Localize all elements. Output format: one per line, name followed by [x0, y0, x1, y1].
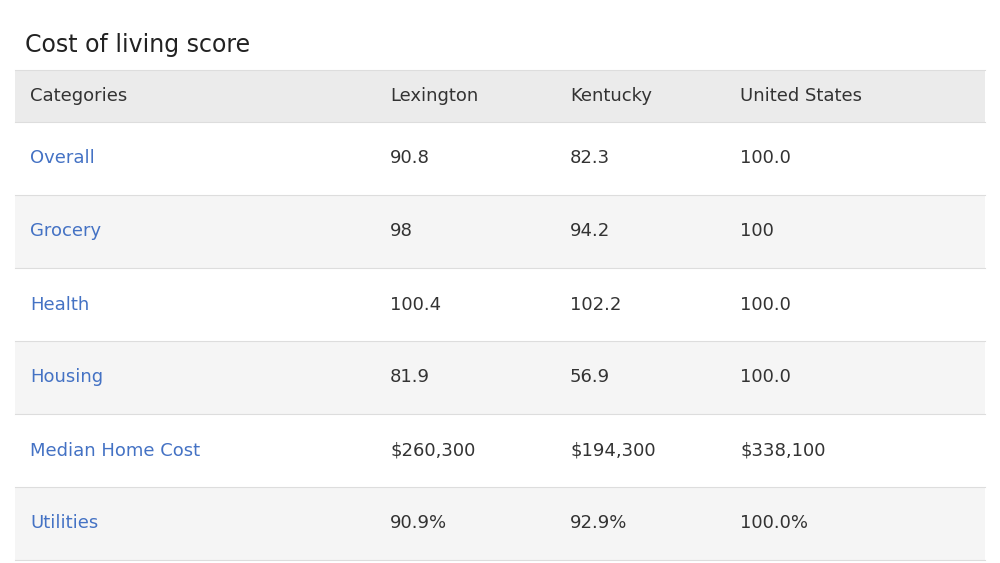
Text: 100.0%: 100.0% — [740, 515, 808, 533]
Text: Housing: Housing — [30, 369, 103, 387]
Text: 100: 100 — [740, 222, 774, 240]
Text: 100.0: 100.0 — [740, 369, 791, 387]
Text: Cost of living score: Cost of living score — [25, 33, 250, 57]
Text: 56.9: 56.9 — [570, 369, 610, 387]
Text: Utilities: Utilities — [30, 515, 98, 533]
Text: 90.8: 90.8 — [390, 150, 430, 168]
Text: $338,100: $338,100 — [740, 441, 826, 459]
Text: United States: United States — [740, 87, 862, 105]
Text: Grocery: Grocery — [30, 222, 101, 240]
Text: Categories: Categories — [30, 87, 127, 105]
Text: Kentucky: Kentucky — [570, 87, 652, 105]
Text: $194,300: $194,300 — [570, 441, 656, 459]
Text: Median Home Cost: Median Home Cost — [30, 441, 200, 459]
Text: 94.2: 94.2 — [570, 222, 610, 240]
Text: 81.9: 81.9 — [390, 369, 430, 387]
Text: $260,300: $260,300 — [390, 441, 475, 459]
Text: 102.2: 102.2 — [570, 296, 621, 314]
Text: Lexington: Lexington — [390, 87, 478, 105]
Text: Overall: Overall — [30, 150, 95, 168]
Text: 90.9%: 90.9% — [390, 515, 447, 533]
Text: 100.0: 100.0 — [740, 296, 791, 314]
Text: 92.9%: 92.9% — [570, 515, 627, 533]
Text: 100.0: 100.0 — [740, 150, 791, 168]
Text: 100.4: 100.4 — [390, 296, 441, 314]
Text: 82.3: 82.3 — [570, 150, 610, 168]
Text: Health: Health — [30, 296, 89, 314]
Text: 98: 98 — [390, 222, 413, 240]
